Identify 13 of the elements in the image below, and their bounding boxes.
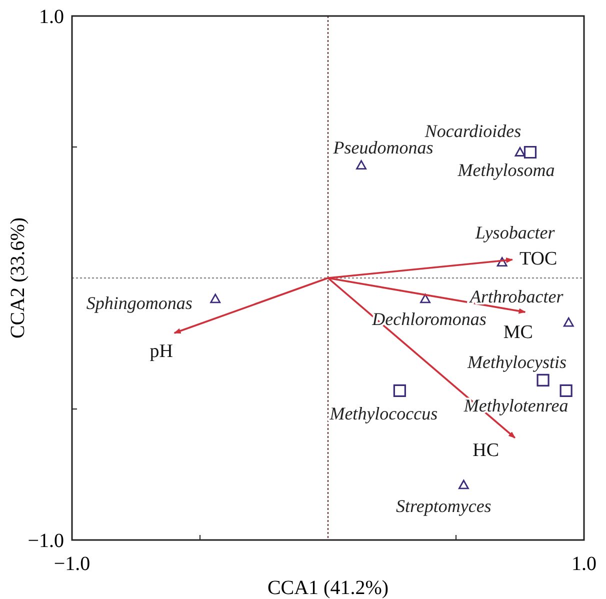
annotation: Lysobacter [474, 222, 556, 242]
series-label: TOC [519, 248, 558, 270]
annotation: Streptomyces [396, 496, 492, 516]
y-axis-title: CCA2 (33.6%) [7, 217, 29, 339]
series-label: pH [150, 341, 174, 362]
annotation: Methylocystis [466, 352, 567, 372]
series-label: HC [472, 440, 500, 461]
annotation: Arthrobacter [468, 286, 564, 307]
annotation: Sphingomonas [86, 292, 192, 313]
series-label: MC [503, 322, 533, 344]
annotation: Methylosoma [456, 160, 555, 180]
annotation: Methylococcus [328, 404, 438, 424]
x-axis-title: CCA1 (41.2%) [267, 577, 389, 599]
